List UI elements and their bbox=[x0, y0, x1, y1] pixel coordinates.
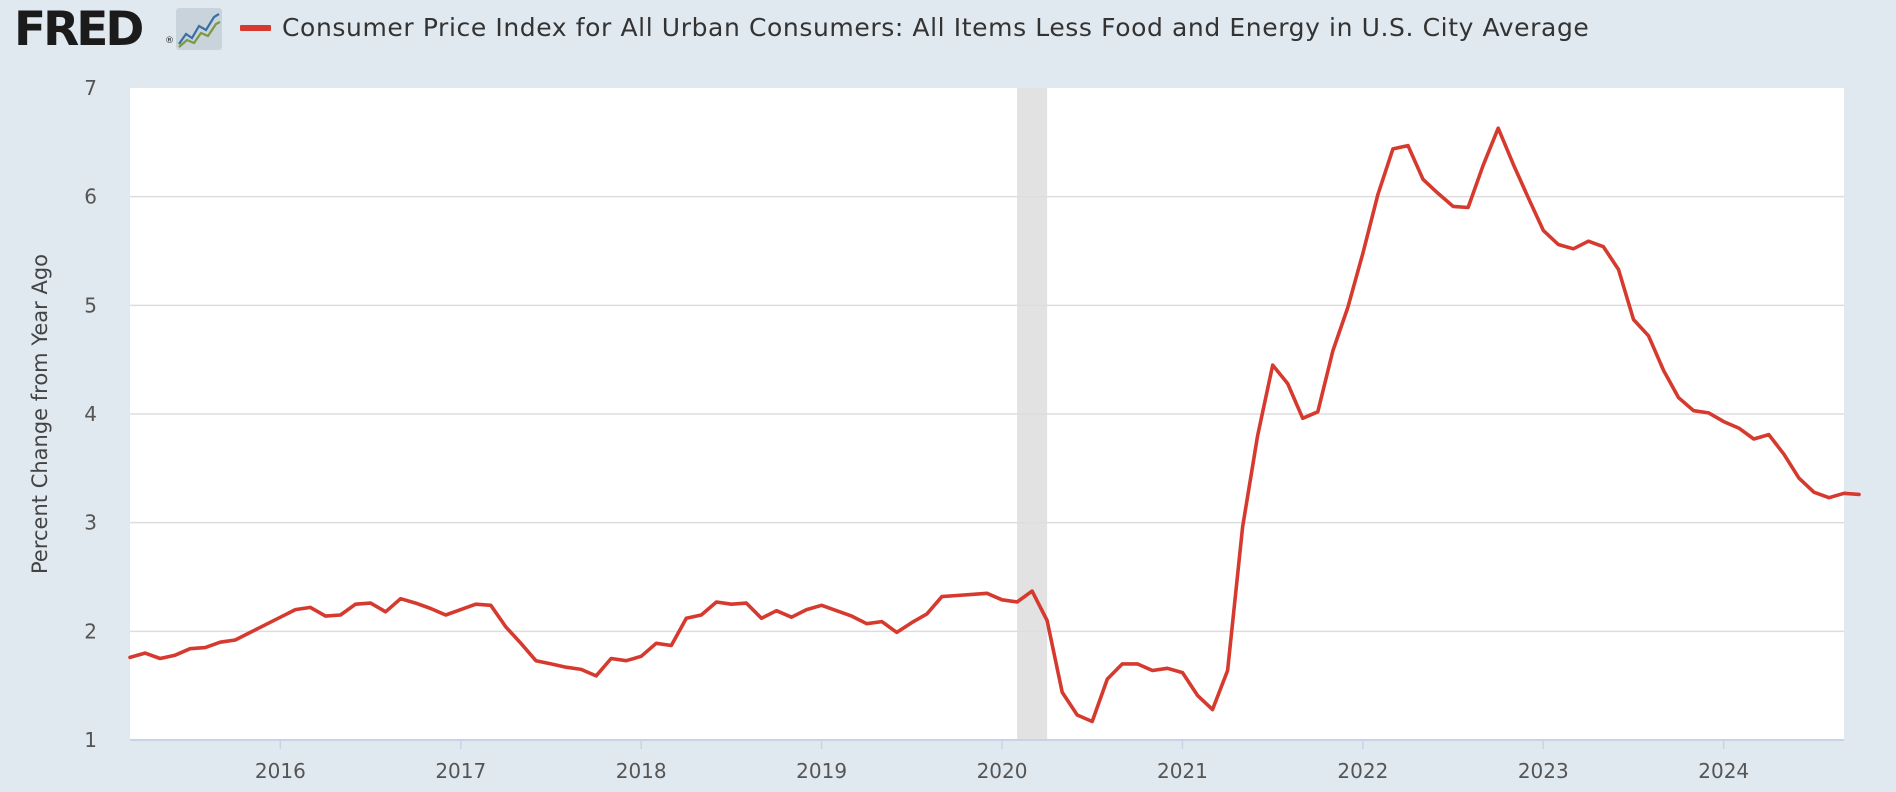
gridlines bbox=[130, 195, 1844, 633]
x-tick-labels: 2016 2017 2018 2019 2020 2021 2022 2023 2024 bbox=[255, 759, 1749, 783]
y-axis-title: Percent Change from Year Ago bbox=[28, 254, 52, 574]
fred-icon-line-green bbox=[178, 21, 221, 48]
legend-label[interactable]: Consumer Price Index for All Urban Consu… bbox=[282, 13, 1590, 42]
x-tick-marks bbox=[279, 740, 1725, 749]
x-tick-label: 2024 bbox=[1698, 759, 1749, 783]
legend-swatch bbox=[240, 25, 271, 31]
y-tick-labels: 1 2 3 4 5 6 7 bbox=[84, 76, 97, 752]
y-tick-label: 1 bbox=[84, 728, 97, 752]
series-line[interactable] bbox=[128, 126, 1861, 724]
x-tick-label: 2019 bbox=[796, 759, 847, 783]
y-tick-label: 6 bbox=[84, 185, 97, 209]
registered-mark: ® bbox=[165, 36, 174, 46]
x-tick-label: 2016 bbox=[255, 759, 306, 783]
y-tick-label: 4 bbox=[84, 402, 97, 426]
chart-header: FRED ® Consumer Price Index for All Urba… bbox=[0, 0, 1896, 60]
y-tick-label: 2 bbox=[84, 619, 97, 643]
x-tick-label: 2022 bbox=[1337, 759, 1388, 783]
x-tick-label: 2021 bbox=[1157, 759, 1208, 783]
fred-line-chart-icon bbox=[176, 8, 222, 50]
fred-icon-line-blue bbox=[178, 13, 220, 45]
x-tick-label: 2018 bbox=[616, 759, 667, 783]
y-tick-label: 7 bbox=[84, 76, 97, 100]
x-tick-label: 2023 bbox=[1518, 759, 1569, 783]
y-tick-label: 5 bbox=[84, 293, 97, 317]
x-tick-label: 2020 bbox=[977, 759, 1028, 783]
x-tick-label: 2017 bbox=[435, 759, 486, 783]
y-tick-label: 3 bbox=[84, 511, 97, 535]
fred-logo[interactable]: FRED bbox=[14, 2, 144, 57]
